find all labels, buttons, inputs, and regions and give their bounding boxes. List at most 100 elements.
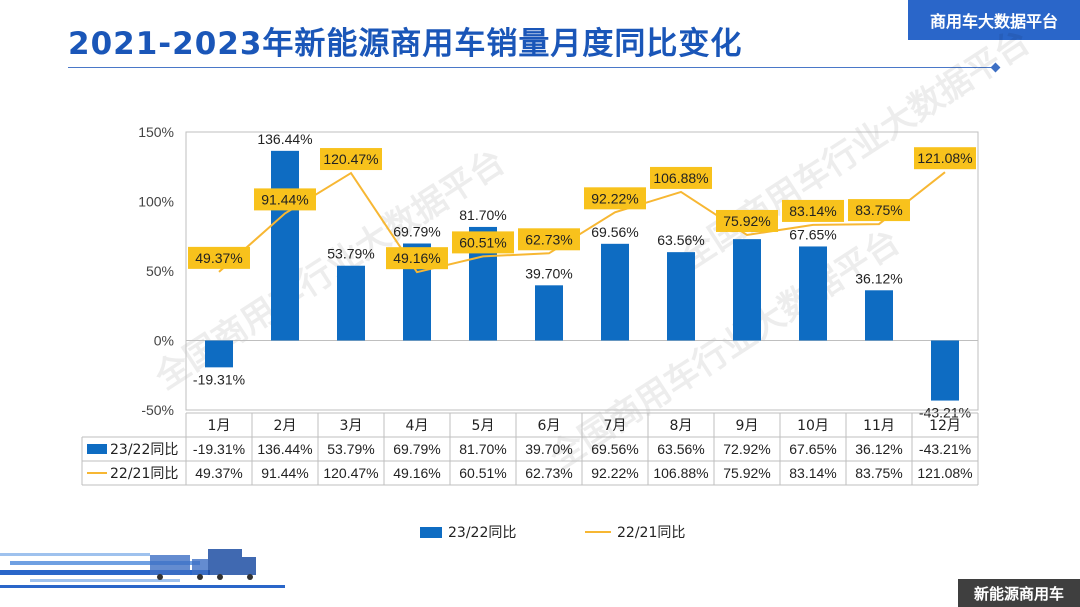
line-data-label: 49.16% — [393, 250, 440, 266]
table-cell: 91.44% — [261, 465, 308, 481]
table-month-label: 8月 — [670, 418, 693, 434]
watermark-0: 全国商用车行业大数据平台 — [147, 142, 512, 398]
line-label-box — [914, 147, 976, 170]
bar-23-22 — [601, 243, 629, 341]
y-tick-label: 0% — [154, 333, 174, 349]
table-month-label: 11月 — [863, 418, 895, 434]
line-label-box — [518, 228, 580, 251]
line-label-box — [782, 199, 844, 222]
table-cell: 121.08% — [917, 465, 972, 481]
line-label-box — [584, 187, 646, 210]
brand-badge: 商用车大数据平台 — [908, 0, 1080, 40]
bar-23-22 — [205, 340, 233, 368]
line-data-label: 83.14% — [789, 203, 836, 219]
bar-data-label: 36.12% — [855, 270, 902, 286]
line-label-box — [716, 209, 778, 232]
table-month-label: 6月 — [538, 418, 561, 434]
line-22-21 — [218, 171, 946, 274]
bar-23-22 — [667, 252, 695, 341]
table-cell: 92.22% — [591, 465, 638, 481]
table-cell: 75.92% — [723, 465, 770, 481]
table-cell: 69.79% — [393, 441, 440, 457]
table-month-label: 12月 — [929, 418, 961, 434]
table-cell: 36.12% — [855, 441, 902, 457]
y-tick-label: 150% — [138, 124, 174, 140]
table-series-name: 23/22同比 — [110, 442, 178, 458]
line-label-box — [848, 199, 910, 222]
title-divider — [68, 67, 996, 68]
bar-23-22 — [733, 239, 761, 341]
table-month-label: 4月 — [406, 418, 429, 434]
line-data-label: 91.44% — [261, 191, 308, 207]
bar-data-label: 69.56% — [591, 224, 638, 240]
bar-data-label: 136.44% — [257, 131, 312, 147]
bar-23-22 — [931, 340, 959, 401]
table-cell: -19.31% — [193, 441, 245, 457]
bar-23-22 — [865, 290, 893, 341]
footer-badge: 新能源商用车 — [958, 579, 1080, 607]
bar-23-22 — [799, 246, 827, 341]
y-tick-label: 100% — [138, 194, 174, 210]
page-title: 2021-2023年新能源商用车销量月度同比变化 — [68, 26, 743, 62]
bar-23-22 — [337, 265, 365, 341]
bar-data-label: 53.79% — [327, 246, 374, 262]
table-cell: 72.92% — [723, 441, 770, 457]
legend-label-bar: 23/22同比 — [448, 525, 517, 541]
legend-item-line: 22/21同比 — [585, 522, 685, 542]
table-cell: 69.56% — [591, 441, 638, 457]
truck-decoration — [0, 549, 285, 588]
line-data-label: 83.75% — [855, 202, 902, 218]
watermark-1: 全国商用车行业大数据平台 — [542, 222, 907, 478]
bar-23-22 — [535, 285, 563, 341]
line-label-box — [320, 148, 382, 171]
table-cell: 63.56% — [657, 441, 704, 457]
table-month-label: 9月 — [736, 418, 759, 434]
table-cell: 49.16% — [393, 465, 440, 481]
line-data-label: 62.73% — [525, 231, 572, 247]
bar-data-label: 67.65% — [789, 226, 836, 242]
legend-item-bar: 23/22同比 — [420, 522, 516, 542]
table-series-name: 22/21同比 — [110, 466, 178, 482]
table-month-label: 10月 — [797, 418, 829, 434]
table-cell: 120.47% — [323, 465, 378, 481]
table-month-label: 3月 — [340, 418, 363, 434]
line-data-label: 120.47% — [323, 151, 378, 167]
line-data-label: 106.88% — [653, 170, 708, 186]
table-month-label: 5月 — [472, 418, 495, 434]
table-cell: 136.44% — [257, 441, 312, 457]
table-cell: 81.70% — [459, 441, 506, 457]
legend-bar-swatch — [420, 526, 442, 538]
chart-legend: 23/22同比 22/21同比 — [0, 522, 1080, 546]
table-cell: 106.88% — [653, 465, 708, 481]
table-cell: 39.70% — [525, 441, 572, 457]
line-data-label: 75.92% — [723, 213, 770, 229]
table-cell: 67.65% — [789, 441, 836, 457]
plot-area — [185, 131, 979, 411]
table-cell: 60.51% — [459, 465, 506, 481]
bar-data-label: -19.31% — [193, 371, 245, 387]
table-cell: 53.79% — [327, 441, 374, 457]
line-data-label: 60.51% — [459, 234, 506, 250]
table-cell: -43.21% — [919, 441, 971, 457]
table-cell: 49.37% — [195, 465, 242, 481]
table-cell: 83.75% — [855, 465, 902, 481]
line-data-label: 121.08% — [917, 150, 972, 166]
table-cell: 83.14% — [789, 465, 836, 481]
table-cell: 62.73% — [525, 465, 572, 481]
legend-label-line: 22/21同比 — [617, 525, 686, 541]
line-label-box — [452, 231, 514, 254]
table-key-bar — [87, 444, 107, 454]
table-month-label: 1月 — [208, 418, 231, 434]
bar-data-label: 81.70% — [459, 207, 506, 223]
y-tick-label: -50% — [141, 402, 174, 418]
bar-data-label: 39.70% — [525, 265, 572, 281]
line-label-box — [386, 247, 448, 270]
bar-23-22 — [271, 150, 299, 341]
bar-data-label: 63.56% — [657, 232, 704, 248]
watermark-2: 全国商用车行业大数据平台 — [672, 22, 1037, 278]
table-month-label: 2月 — [274, 418, 297, 434]
y-tick-label: 50% — [146, 263, 174, 279]
legend-line-swatch — [585, 531, 611, 533]
line-data-label: 49.37% — [195, 250, 242, 266]
